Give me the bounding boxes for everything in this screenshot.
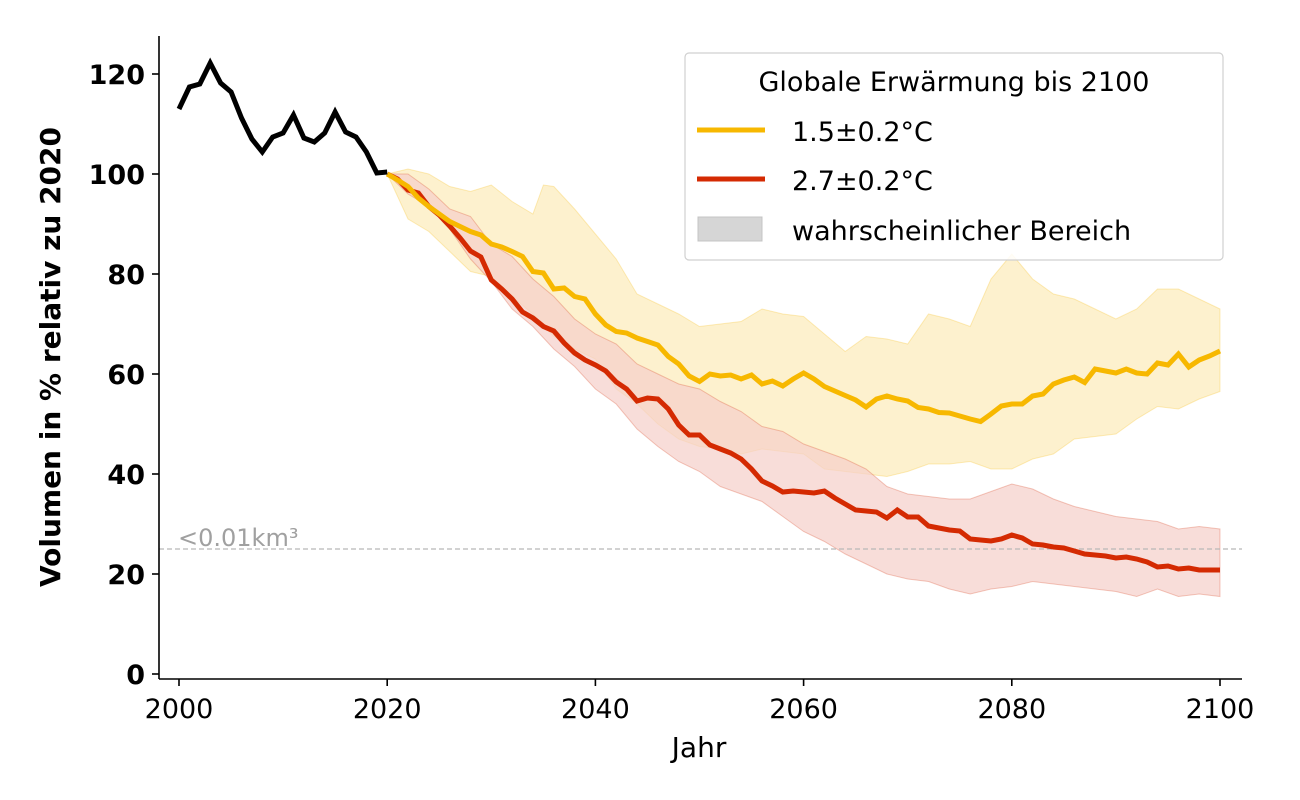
x-tick-label: 2000 — [145, 694, 214, 725]
x-ticks: 2000 2020 2040 2060 2080 2100 — [145, 679, 1255, 725]
y-tick-label: 40 — [107, 460, 145, 491]
y-tick-label: 100 — [89, 160, 145, 191]
uncertainty-bands — [385, 168, 1221, 598]
y-ticks: 0 20 40 60 80 100 120 — [89, 60, 159, 691]
line-2-7c — [386, 171, 1220, 573]
legend-title: Globale Erwärmung bis 2100 — [759, 67, 1150, 98]
y-tick-label: 0 — [126, 660, 145, 691]
x-tick-label: 2040 — [561, 694, 630, 725]
x-tick-label: 2060 — [769, 694, 838, 725]
legend-label-1-5c: 1.5±0.2°C — [792, 117, 933, 148]
y-tick-label: 120 — [89, 60, 145, 91]
threshold-annotation: <0.01km³ — [178, 524, 298, 552]
line-1-5c — [385, 171, 1222, 425]
series-lines — [176, 57, 1222, 573]
band-2-7c — [385, 173, 1221, 598]
y-tick-label: 20 — [107, 560, 145, 591]
x-tick-label: 2080 — [977, 694, 1046, 725]
y-axis-title: Volumen in % relativ zu 2020 — [34, 127, 67, 587]
legend: Globale Erwärmung bis 2100 1.5±0.2°C 2.7… — [684, 52, 1224, 261]
y-tick-label: 60 — [107, 360, 145, 391]
y-tick-label: 80 — [107, 260, 145, 291]
line-historical — [176, 57, 388, 176]
x-tick-label: 2020 — [353, 694, 422, 725]
legend-frame — [684, 52, 1224, 261]
x-axis-title: Jahr — [670, 731, 727, 764]
x-tick-label: 2100 — [1186, 694, 1255, 725]
legend-label-likely-range: wahrscheinlicher Bereich — [792, 216, 1131, 247]
legend-label-2-7c: 2.7±0.2°C — [792, 166, 933, 197]
legend-swatch-likely-range — [697, 216, 763, 242]
